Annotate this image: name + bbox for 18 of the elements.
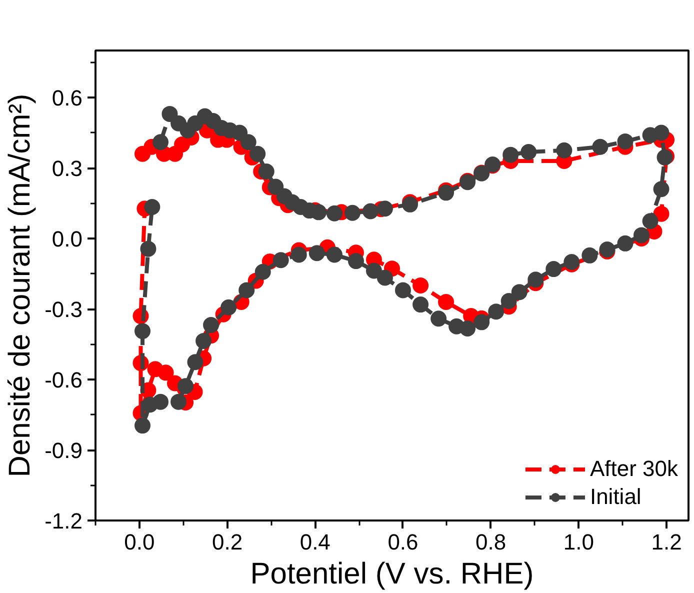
y-tick-label: -0.6 bbox=[44, 368, 83, 392]
y-tick-label: -1.2 bbox=[44, 508, 83, 534]
x-tick-label: 1.2 bbox=[651, 530, 682, 554]
legend-label: After 30k bbox=[590, 456, 678, 482]
y-tick-label: -0.9 bbox=[44, 438, 83, 463]
x-tick-label: 0.6 bbox=[388, 530, 418, 554]
x-tick-label: 0.8 bbox=[476, 530, 506, 554]
x-tick-label: 0.0 bbox=[124, 530, 155, 554]
x-tick-label: 0.4 bbox=[300, 530, 330, 554]
legend-label: Initial bbox=[590, 484, 642, 510]
x-tick-label: 0.2 bbox=[212, 530, 243, 554]
y-tick-label: -0.3 bbox=[44, 297, 83, 322]
x-tick-label: 1.0 bbox=[563, 530, 594, 554]
x-axis-title: Potentiel (V vs. RHE) bbox=[250, 558, 534, 590]
y-axis-title: Densité de courant (mA/cm²) bbox=[4, 94, 37, 478]
y-tick-label: 0.6 bbox=[52, 86, 83, 110]
y-tick-label: 0.3 bbox=[52, 156, 83, 181]
y-tick-label: 0.0 bbox=[52, 226, 83, 252]
